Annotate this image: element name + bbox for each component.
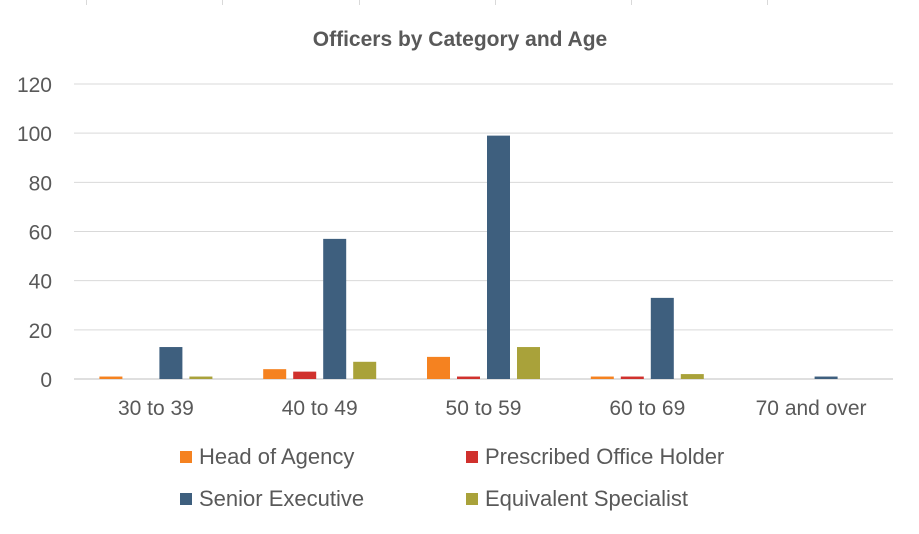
bar-equivalent-specialist-1	[189, 376, 213, 379]
chart-title: Officers by Category and Age	[313, 28, 607, 51]
legend-item-equivalent-specialist: Equivalent Specialist	[466, 486, 688, 512]
legend-swatch	[180, 451, 192, 463]
y-tick-label: 40	[29, 271, 52, 294]
legend-item-senior-executive: Senior Executive	[180, 486, 364, 512]
legend-swatch	[180, 493, 192, 505]
top-border	[0, 0, 919, 5]
bar-prescribed-office-holder-2	[293, 371, 317, 379]
bar-senior-executive-1	[159, 347, 183, 379]
bar-senior-executive-5	[814, 376, 838, 379]
x-tick-label: 70 and over	[756, 397, 867, 420]
y-axis-ticks: 0 20 40 60 80 100 120	[17, 74, 52, 392]
x-tick-label: 50 to 59	[446, 397, 522, 420]
y-tick-label: 80	[29, 172, 52, 195]
legend-label: Senior Executive	[199, 486, 365, 511]
bar-head-of-agency-4	[590, 376, 614, 379]
x-axis-ticks: 30 to 39 40 to 49 50 to 59 60 to 69 70 and o…	[118, 397, 867, 420]
gridlines	[74, 83, 893, 380]
legend-label: Prescribed Office Holder	[485, 444, 725, 469]
bar-head-of-agency-2	[263, 369, 287, 379]
y-tick-label: 20	[29, 320, 52, 343]
legend-item-head-of-agency: Head of Agency	[180, 444, 354, 470]
bar-equivalent-specialist-3	[517, 347, 540, 379]
bar-head-of-agency-1	[99, 376, 123, 379]
bar-senior-executive-2	[323, 238, 347, 379]
x-tick-label: 40 to 49	[282, 397, 358, 420]
legend-label: Equivalent Specialist	[485, 486, 689, 511]
x-tick-label: 30 to 39	[118, 397, 194, 420]
x-tick-label: 60 to 69	[609, 397, 685, 420]
bar-prescribed-office-holder-3	[457, 376, 480, 379]
bar-prescribed-office-holder-4	[620, 376, 644, 379]
y-tick-label: 120	[17, 74, 52, 97]
bars	[99, 135, 838, 379]
legend-label: Head of Agency	[199, 444, 355, 469]
y-tick-label: 60	[29, 222, 52, 245]
legend-swatch	[466, 493, 478, 505]
bar-head-of-agency-3	[427, 356, 450, 379]
bar-senior-executive-4	[650, 297, 674, 379]
bar-equivalent-specialist-2	[353, 361, 377, 379]
bar-senior-executive-3	[487, 135, 510, 379]
legend-swatch	[466, 451, 478, 463]
legend-item-prescribed-office-holder: Prescribed Office Holder	[466, 444, 724, 470]
bar-equivalent-specialist-4	[680, 374, 704, 379]
y-tick-label: 100	[17, 123, 52, 146]
y-tick-label: 0	[40, 369, 52, 392]
